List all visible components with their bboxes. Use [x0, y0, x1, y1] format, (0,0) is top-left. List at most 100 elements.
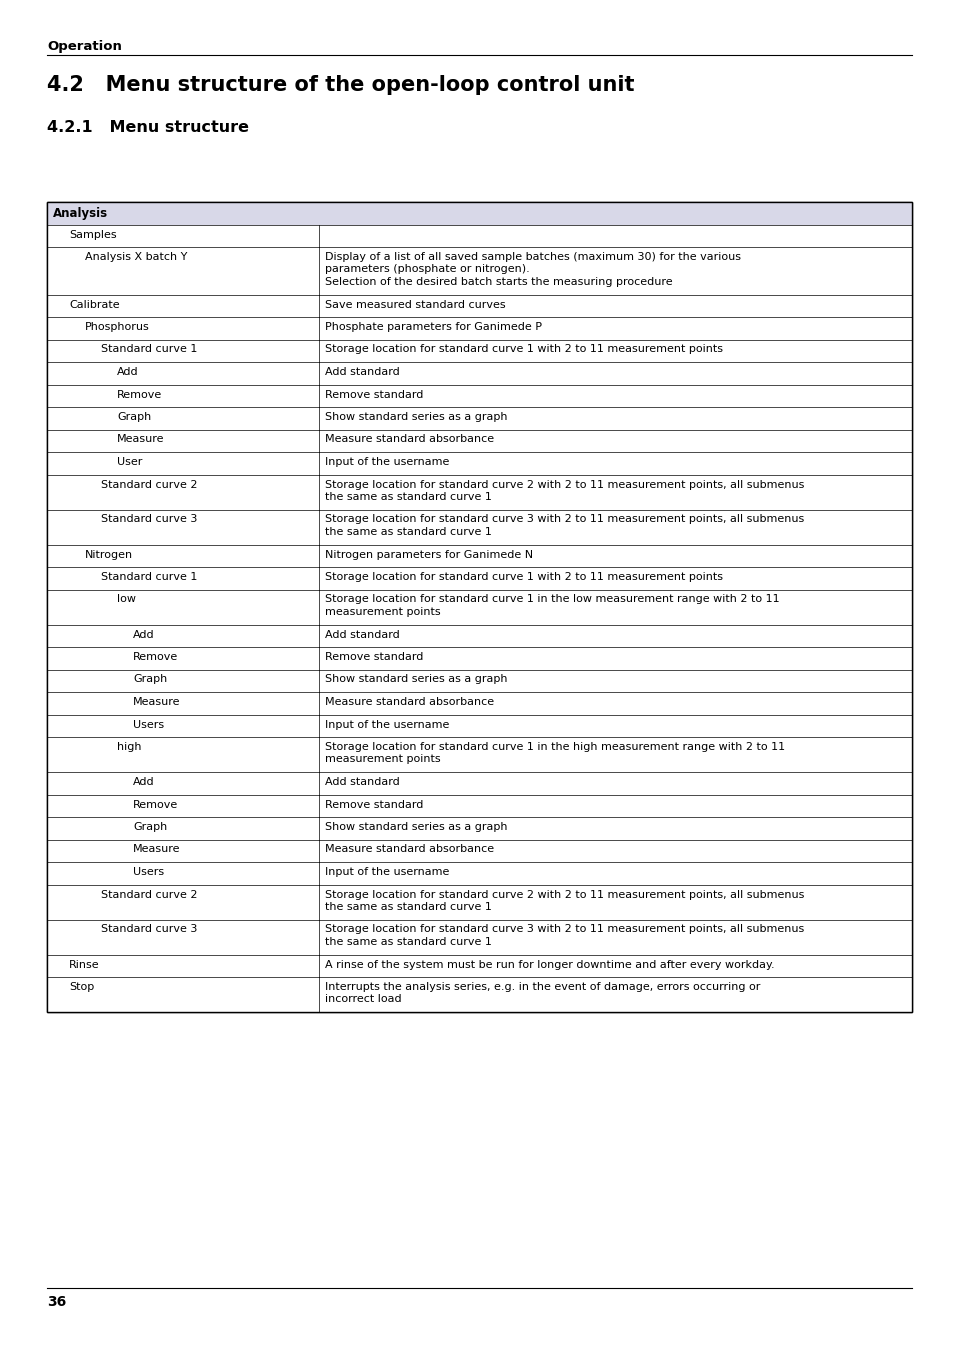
- Text: Standard curve 1: Standard curve 1: [101, 344, 197, 355]
- Text: Analysis: Analysis: [53, 207, 108, 220]
- Text: Selection of the desired batch starts the measuring procedure: Selection of the desired batch starts th…: [325, 277, 672, 288]
- Bar: [47, 202, 911, 1012]
- Text: Storage location for standard curve 3 with 2 to 11 measurement points, all subme: Storage location for standard curve 3 wi…: [325, 514, 803, 525]
- Text: A rinse of the system must be run for longer downtime and after every workday.: A rinse of the system must be run for lo…: [325, 960, 774, 969]
- Text: Remove: Remove: [132, 652, 178, 662]
- Bar: [47, 317, 911, 339]
- Text: Storage location for standard curve 1 with 2 to 11 measurement points: Storage location for standard curve 1 wi…: [325, 344, 722, 355]
- Bar: [47, 202, 911, 1012]
- Bar: [47, 977, 911, 1012]
- Text: Storage location for standard curve 1 in the high measurement range with 2 to 11: Storage location for standard curve 1 in…: [325, 743, 784, 752]
- Bar: [47, 693, 911, 714]
- Bar: [47, 247, 911, 294]
- Text: Measure standard absorbance: Measure standard absorbance: [325, 697, 494, 707]
- Text: Standard curve 2: Standard curve 2: [101, 890, 197, 899]
- Text: the same as standard curve 1: the same as standard curve 1: [325, 491, 492, 502]
- Text: Storage location for standard curve 3 with 2 to 11 measurement points, all subme: Storage location for standard curve 3 wi…: [325, 925, 803, 934]
- Text: the same as standard curve 1: the same as standard curve 1: [325, 902, 492, 913]
- Text: Measure: Measure: [132, 845, 180, 855]
- Text: 4.2   Menu structure of the open-loop control unit: 4.2 Menu structure of the open-loop cont…: [47, 76, 634, 95]
- Bar: [47, 817, 911, 840]
- Text: Show standard series as a graph: Show standard series as a graph: [325, 412, 507, 423]
- Text: Standard curve 1: Standard curve 1: [101, 572, 197, 582]
- Bar: [47, 362, 911, 385]
- Bar: [47, 567, 911, 590]
- Text: Save measured standard curves: Save measured standard curves: [325, 300, 505, 309]
- Text: Storage location for standard curve 2 with 2 to 11 measurement points, all subme: Storage location for standard curve 2 wi…: [325, 890, 803, 899]
- Text: Remove standard: Remove standard: [325, 652, 423, 662]
- Text: Show standard series as a graph: Show standard series as a graph: [325, 675, 507, 684]
- Bar: [47, 224, 911, 247]
- Bar: [47, 714, 911, 737]
- Bar: [47, 294, 911, 317]
- Text: Remove: Remove: [132, 799, 178, 810]
- Text: Standard curve 3: Standard curve 3: [101, 925, 197, 934]
- Bar: [47, 590, 911, 625]
- Text: Measure: Measure: [132, 697, 180, 707]
- Text: Rinse: Rinse: [69, 960, 99, 969]
- Text: Storage location for standard curve 1 with 2 to 11 measurement points: Storage location for standard curve 1 wi…: [325, 572, 722, 582]
- Text: Operation: Operation: [47, 40, 122, 53]
- Text: Graph: Graph: [132, 822, 167, 832]
- Text: the same as standard curve 1: the same as standard curve 1: [325, 526, 492, 537]
- Text: Input of the username: Input of the username: [325, 458, 449, 467]
- Bar: [47, 339, 911, 362]
- Text: Storage location for standard curve 1 in the low measurement range with 2 to 11: Storage location for standard curve 1 in…: [325, 594, 779, 605]
- Text: Add standard: Add standard: [325, 367, 399, 377]
- Text: Users: Users: [132, 720, 164, 729]
- Text: Measure: Measure: [117, 435, 164, 444]
- Bar: [47, 647, 911, 670]
- Text: Input of the username: Input of the username: [325, 867, 449, 878]
- Text: Display of a list of all saved sample batches (maximum 30) for the various: Display of a list of all saved sample ba…: [325, 252, 740, 262]
- Bar: [47, 884, 911, 919]
- Text: 4.2.1   Menu structure: 4.2.1 Menu structure: [47, 120, 249, 135]
- Text: Stop: Stop: [69, 981, 94, 992]
- Text: Phosphorus: Phosphorus: [85, 323, 150, 332]
- Bar: [47, 452, 911, 474]
- Text: measurement points: measurement points: [325, 755, 440, 764]
- Text: the same as standard curve 1: the same as standard curve 1: [325, 937, 492, 946]
- Bar: [47, 670, 911, 693]
- Text: Nitrogen parameters for Ganimede N: Nitrogen parameters for Ganimede N: [325, 549, 533, 559]
- Bar: [47, 544, 911, 567]
- Text: high: high: [117, 743, 141, 752]
- Text: Storage location for standard curve 2 with 2 to 11 measurement points, all subme: Storage location for standard curve 2 wi…: [325, 479, 803, 490]
- Text: Remove standard: Remove standard: [325, 390, 423, 400]
- Text: Add: Add: [132, 629, 154, 640]
- Text: Measure standard absorbance: Measure standard absorbance: [325, 435, 494, 444]
- Text: Add: Add: [117, 367, 138, 377]
- Text: Add standard: Add standard: [325, 629, 399, 640]
- Text: Remove: Remove: [117, 390, 162, 400]
- Bar: [47, 795, 911, 817]
- Bar: [47, 509, 911, 544]
- Bar: [47, 919, 911, 954]
- Text: 36: 36: [47, 1295, 66, 1309]
- Bar: [47, 772, 911, 795]
- Text: Add standard: Add standard: [325, 778, 399, 787]
- Text: Remove standard: Remove standard: [325, 799, 423, 810]
- Text: Users: Users: [132, 867, 164, 878]
- Bar: [47, 863, 911, 884]
- Text: Standard curve 2: Standard curve 2: [101, 479, 197, 490]
- Bar: [47, 737, 911, 772]
- Bar: [47, 202, 911, 224]
- Text: Standard curve 3: Standard curve 3: [101, 514, 197, 525]
- Text: Interrupts the analysis series, e.g. in the event of damage, errors occurring or: Interrupts the analysis series, e.g. in …: [325, 981, 760, 992]
- Text: Samples: Samples: [69, 230, 116, 239]
- Bar: [47, 840, 911, 863]
- Text: measurement points: measurement points: [325, 608, 440, 617]
- Text: Calibrate: Calibrate: [69, 300, 119, 309]
- Text: incorrect load: incorrect load: [325, 995, 401, 1004]
- Text: User: User: [117, 458, 142, 467]
- Text: Measure standard absorbance: Measure standard absorbance: [325, 845, 494, 855]
- Text: Input of the username: Input of the username: [325, 720, 449, 729]
- Bar: [47, 406, 911, 429]
- Text: Nitrogen: Nitrogen: [85, 549, 133, 559]
- Bar: [47, 429, 911, 452]
- Text: Add: Add: [132, 778, 154, 787]
- Text: Show standard series as a graph: Show standard series as a graph: [325, 822, 507, 832]
- Bar: [47, 625, 911, 647]
- Text: Graph: Graph: [132, 675, 167, 684]
- Bar: [47, 474, 911, 509]
- Bar: [47, 954, 911, 977]
